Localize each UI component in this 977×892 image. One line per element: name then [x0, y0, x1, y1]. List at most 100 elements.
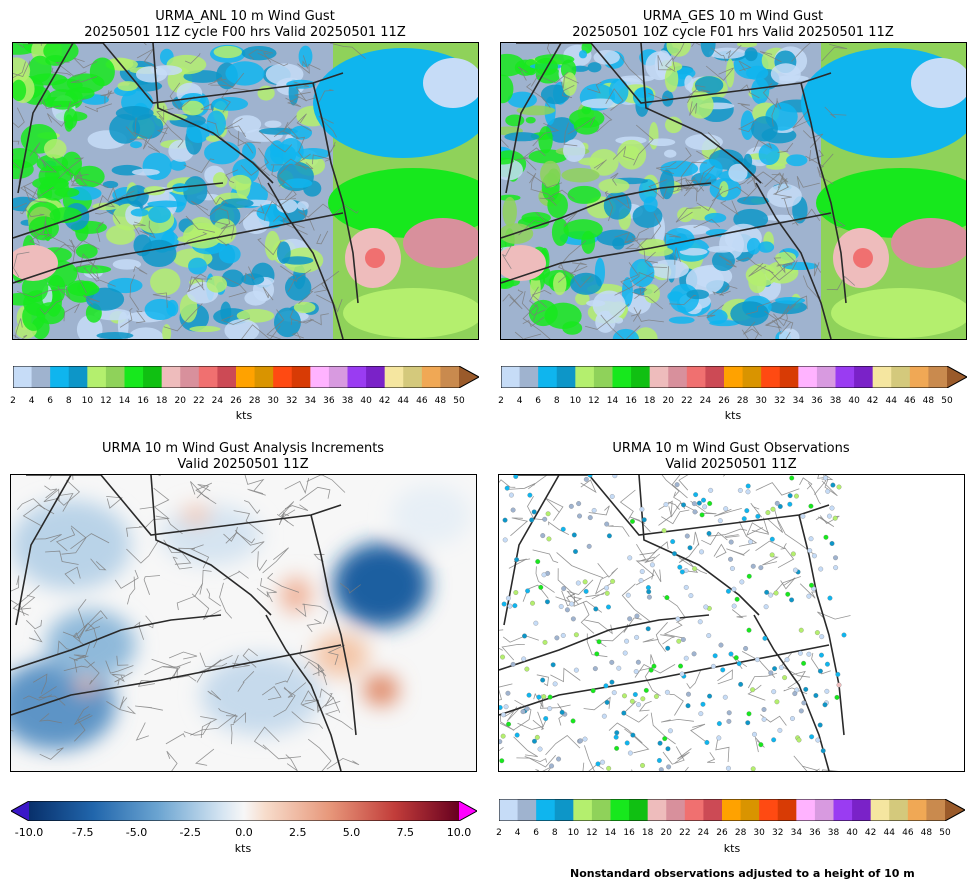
colorbar-tick-label: 10 [567, 828, 580, 838]
observation-point [676, 638, 682, 644]
observation-point [820, 748, 826, 754]
observation-point [746, 627, 752, 633]
colorbar-tick-label: 22 [193, 396, 205, 406]
gust-field-anl [13, 43, 478, 339]
observation-point [587, 475, 593, 478]
map-anl [12, 42, 479, 340]
observation-point [819, 652, 824, 658]
colorbar-tick-label: 16 [623, 828, 635, 838]
colorbar-tick-label: 30 [755, 396, 767, 406]
colorbar-tick-label: 48 [920, 828, 933, 838]
observation-point [541, 572, 547, 578]
colorbar-tick-label: 24 [699, 396, 712, 406]
observation-point [683, 655, 689, 661]
colorbar-tick-label: 26 [716, 828, 728, 838]
observation-point [502, 537, 508, 543]
observation-point [683, 584, 689, 590]
colorbar-tick-label: 34 [790, 828, 803, 838]
colorbar-tick-label: 26 [718, 396, 730, 406]
colorbar-tick-label: 8 [551, 828, 558, 838]
colorbar-tick-label: 38 [827, 828, 840, 838]
colorbar-tick-label: 6 [533, 828, 540, 838]
observation-point [582, 736, 588, 742]
colorbar-bin [13, 366, 33, 388]
panel-title-ges: URMA_GES 10 m Wind Gust 20250501 10Z cyc… [500, 9, 966, 41]
observation-point [560, 633, 566, 638]
colorbar-tick-label: 30 [267, 396, 279, 406]
observation-point [801, 700, 807, 706]
observation-point [684, 533, 690, 539]
observation-point [634, 634, 640, 640]
observation-point [813, 693, 819, 698]
observation-point [594, 651, 600, 657]
colorbar-over-extension [947, 366, 967, 388]
colorbar-gust-anl [12, 365, 481, 392]
observation-point [707, 501, 713, 506]
observation-point [748, 539, 754, 545]
map-obs [498, 474, 965, 772]
colorbar-tick-label: 16 [625, 396, 637, 406]
colorbar-bin [703, 799, 723, 821]
observation-point [772, 666, 778, 672]
title-line-1: URMA 10 m Wind Gust Observations [612, 441, 850, 456]
title-line-2: 20250501 10Z cycle F01 hrs Valid 2025050… [572, 25, 894, 40]
observation-point [606, 533, 612, 539]
colorbar-tick-label: 2 [496, 828, 502, 838]
colorbar-bin [761, 366, 781, 388]
colorbar-bin [889, 799, 909, 821]
colorbar-bin [872, 366, 892, 388]
colorbar-tick-label: 2.5 [289, 826, 307, 839]
observation-point [806, 651, 812, 657]
colorbar-tick-label: 42 [378, 396, 391, 406]
observation-point [603, 683, 609, 689]
colorbar-tick-label: 48 [922, 396, 935, 406]
observation-point [798, 627, 804, 633]
observation-point [716, 721, 722, 727]
observation-point [746, 711, 752, 717]
colorbar-tick-label: -7.5 [72, 826, 94, 839]
observation-point [702, 504, 708, 510]
observation-point [731, 586, 737, 592]
colorbar-bin [143, 366, 163, 388]
colorbar-bin [501, 366, 521, 388]
observation-point [606, 765, 612, 771]
observation-point [822, 702, 828, 708]
observation-point [674, 482, 680, 488]
observation-point [692, 509, 698, 515]
observation-point [825, 488, 831, 494]
observation-point [531, 509, 537, 515]
colorbar-unit-obs: kts [723, 842, 741, 855]
title-line-2: Valid 20250501 11Z [665, 457, 797, 472]
observation-point [665, 746, 671, 752]
observation-point [582, 579, 588, 585]
observation-point [560, 526, 566, 532]
observation-point [704, 740, 710, 745]
observation-point [610, 578, 616, 584]
observation-point [670, 539, 676, 545]
observation-point [703, 604, 709, 610]
observation-point [641, 517, 647, 523]
observation-point [725, 588, 731, 594]
observation-point [586, 543, 592, 549]
observation-point [600, 759, 606, 765]
observation-point [596, 639, 602, 645]
observation-point [614, 730, 620, 736]
observation-point [728, 539, 734, 545]
observation-point [570, 718, 576, 724]
observation-point [814, 630, 820, 636]
observation-point [651, 663, 657, 669]
observation-point [629, 698, 635, 704]
colorbar-bin [854, 366, 874, 388]
colorbar-bin [517, 799, 537, 821]
colorbar-tick-label: 24 [697, 828, 710, 838]
observation-point [639, 569, 645, 574]
observation-point [612, 475, 618, 479]
observation-point [790, 551, 796, 557]
observation-point [693, 492, 699, 498]
colorbar-tick-label: 8 [65, 396, 72, 406]
colorbar-bin [310, 366, 330, 388]
observation-point [532, 738, 537, 744]
observation-point [726, 718, 732, 724]
observation-point [640, 762, 645, 768]
observation-point [609, 494, 615, 499]
